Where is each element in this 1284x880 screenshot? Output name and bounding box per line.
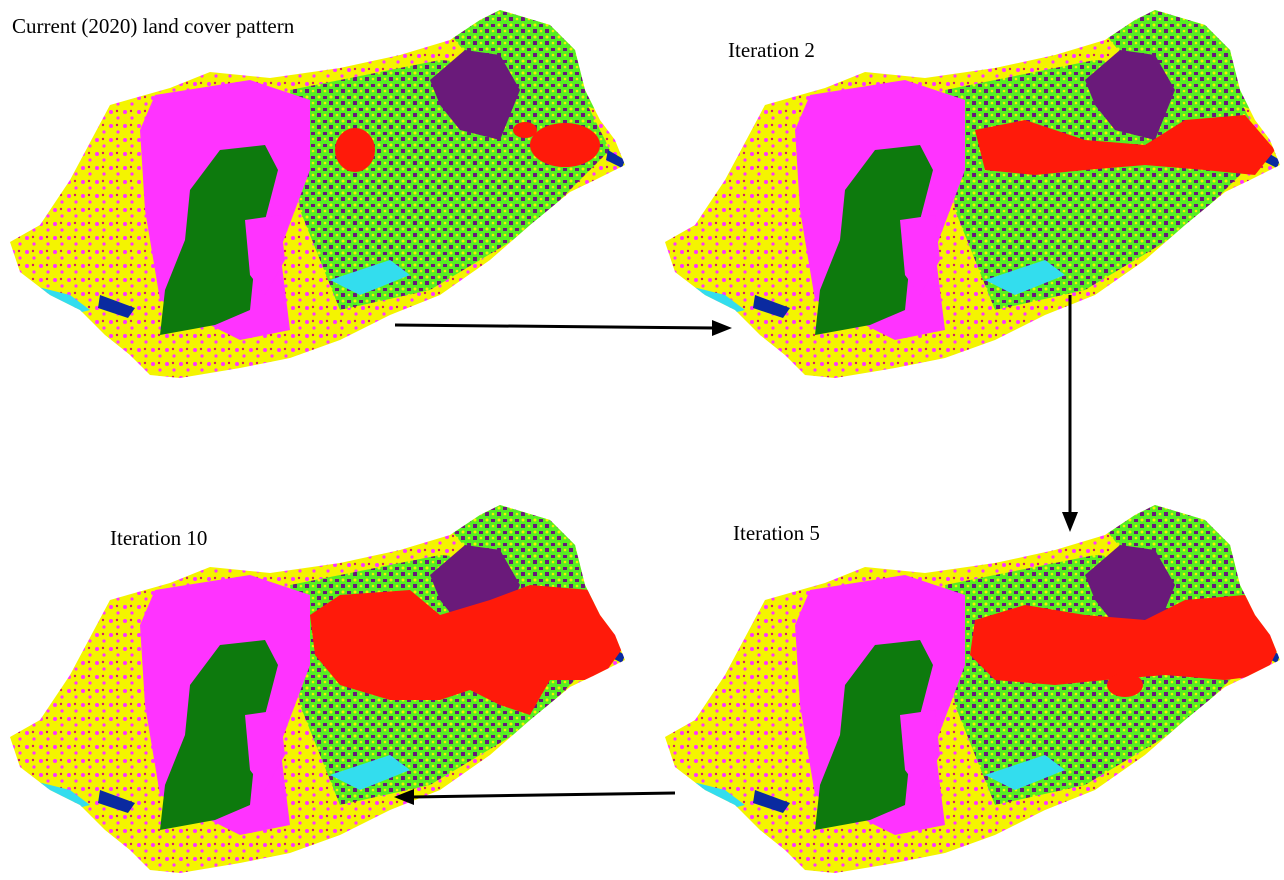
panel-label: Iteration 2 [728,38,815,62]
panel-label: Current (2020) land cover pattern [12,14,295,38]
page: {"panels": [ {"label": "Current (2020) l… [0,0,1284,880]
figure: Current (2020) land cover pattern Iterat… [0,0,1284,880]
arrow [395,325,715,328]
panel-label: Iteration 10 [110,526,207,550]
map-iteration-5 [665,505,1284,877]
arrow [412,793,675,797]
arrow-head [1062,512,1078,532]
arrow-head [712,320,732,336]
panel-label: Iteration 5 [733,521,820,545]
map-iteration-2 [665,10,1284,382]
map-iteration-10 [10,505,630,877]
